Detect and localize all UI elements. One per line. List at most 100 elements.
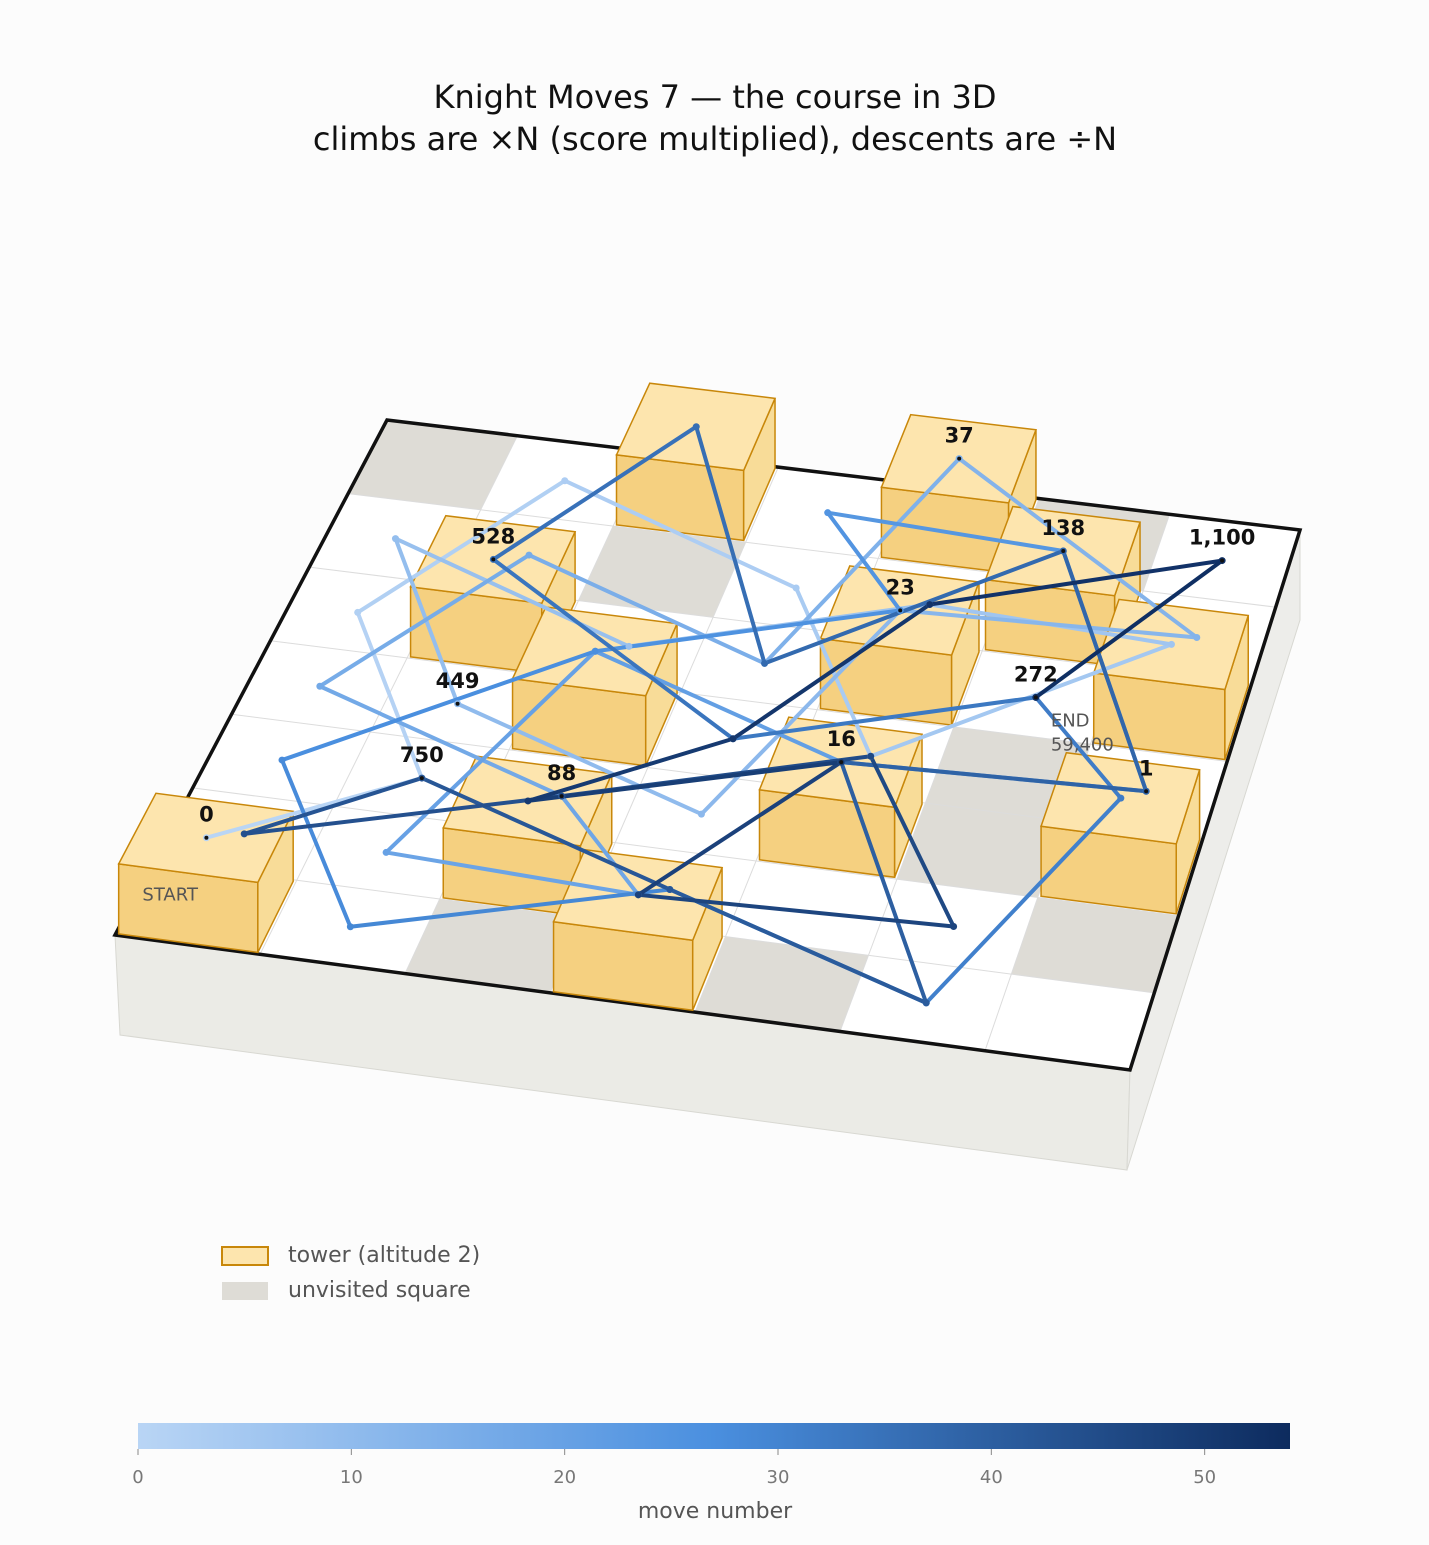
score-label: 528	[471, 524, 515, 548]
path-vertex	[391, 535, 399, 543]
path-vertex	[316, 682, 324, 690]
grid-line	[270, 640, 1228, 762]
colorbar-tick-label: 50	[1193, 1467, 1216, 1488]
colorbar-tick-label: 30	[767, 1467, 790, 1488]
score-point	[839, 760, 844, 765]
path-segment	[280, 758, 353, 929]
path-vertex	[1117, 794, 1125, 802]
score-point	[559, 794, 564, 799]
score-label: 0	[199, 803, 214, 827]
path-vertex	[761, 659, 769, 667]
path-segment	[731, 695, 1038, 741]
path-vertex	[382, 848, 390, 856]
score-point	[1033, 695, 1038, 700]
colorbar-label: move number	[638, 1499, 793, 1524]
path-segment	[825, 510, 1066, 553]
colorbar-tick-label: 20	[553, 1467, 576, 1488]
path-vertex	[792, 584, 800, 592]
path-vertex	[561, 477, 569, 485]
path-segment	[317, 684, 564, 799]
path-segment	[455, 701, 704, 817]
score-label: 16	[827, 727, 856, 751]
path-segment	[825, 510, 903, 613]
chart-subtitle: climbs are ×N (score multiplied), descen…	[313, 120, 1117, 158]
path-segment	[348, 887, 672, 929]
path-segment	[384, 649, 598, 855]
path-vertex	[591, 647, 599, 655]
score-point	[419, 776, 424, 781]
path-segment	[419, 776, 672, 892]
unvisited-square	[896, 803, 1065, 898]
path-segment	[384, 850, 641, 897]
path-segment	[898, 608, 1199, 640]
path-vertex	[729, 735, 737, 743]
legend-label: tower (altitude 2)	[288, 1243, 480, 1268]
score-point	[1144, 789, 1149, 794]
score-point	[204, 835, 209, 840]
colorbar-tick-label: 0	[132, 1467, 143, 1488]
path-segment	[393, 536, 631, 649]
end-score: 59,400	[1051, 734, 1114, 755]
path-segment	[593, 608, 903, 654]
path-segment	[355, 478, 567, 615]
score-label: 37	[945, 424, 974, 448]
path-segment	[1033, 558, 1225, 700]
unvisited-square	[348, 420, 518, 510]
tower	[1092, 598, 1250, 761]
path-segment	[317, 553, 532, 689]
path-segment	[525, 736, 735, 803]
legend-swatch	[221, 1246, 269, 1266]
score-label: 138	[1041, 516, 1085, 540]
path-vertex	[697, 810, 705, 818]
score-point	[957, 456, 962, 461]
path-segment	[839, 760, 1149, 794]
path-vertex	[625, 642, 633, 650]
end-label: END	[1051, 710, 1090, 731]
path-vertex	[524, 797, 532, 805]
path-vertex	[278, 756, 286, 764]
path-segment	[839, 760, 929, 1005]
legend-swatch	[222, 1282, 268, 1300]
path-segment	[694, 424, 767, 666]
unvisited-square	[578, 526, 746, 618]
path-segment	[1061, 548, 1149, 794]
score-point	[455, 701, 460, 706]
score-label: 750	[400, 743, 444, 767]
path-vertex	[240, 830, 248, 838]
colorbar-tick-label: 40	[980, 1467, 1003, 1488]
score-label: 1	[1139, 756, 1154, 780]
path-vertex	[1193, 633, 1201, 641]
score-point	[1061, 548, 1066, 553]
score-label: 1,100	[1189, 526, 1255, 550]
path-vertex	[922, 999, 930, 1007]
path-segment	[491, 557, 735, 741]
path-vertex	[1167, 640, 1175, 648]
path-segment	[762, 548, 1066, 666]
path-vertex	[926, 601, 934, 609]
score-point	[1220, 558, 1225, 563]
path-segment	[927, 558, 1225, 607]
path-vertex	[950, 923, 958, 931]
path-segment	[525, 760, 844, 803]
score-label: 23	[886, 575, 915, 599]
unvisited-square	[405, 898, 583, 993]
grid-line	[192, 787, 1179, 917]
path-segment	[924, 796, 1123, 1005]
path-segment	[527, 553, 767, 666]
unvisited-square	[1011, 897, 1179, 993]
path-vertex	[666, 885, 674, 893]
path-vertex	[634, 891, 642, 899]
chart-title: Knight Moves 7 — the course in 3D	[434, 78, 997, 116]
legend-label: unvisited square	[288, 1278, 471, 1303]
path-segment	[491, 424, 699, 562]
path-segment	[667, 887, 929, 1005]
unvisited-square	[925, 726, 1091, 821]
path-segment	[731, 602, 932, 741]
path-segment	[1033, 695, 1123, 801]
colorbar	[138, 1423, 1290, 1449]
path-vertex	[692, 423, 700, 431]
path-vertex	[867, 752, 875, 760]
path-segment	[355, 610, 424, 781]
board-border	[112, 418, 1303, 1072]
